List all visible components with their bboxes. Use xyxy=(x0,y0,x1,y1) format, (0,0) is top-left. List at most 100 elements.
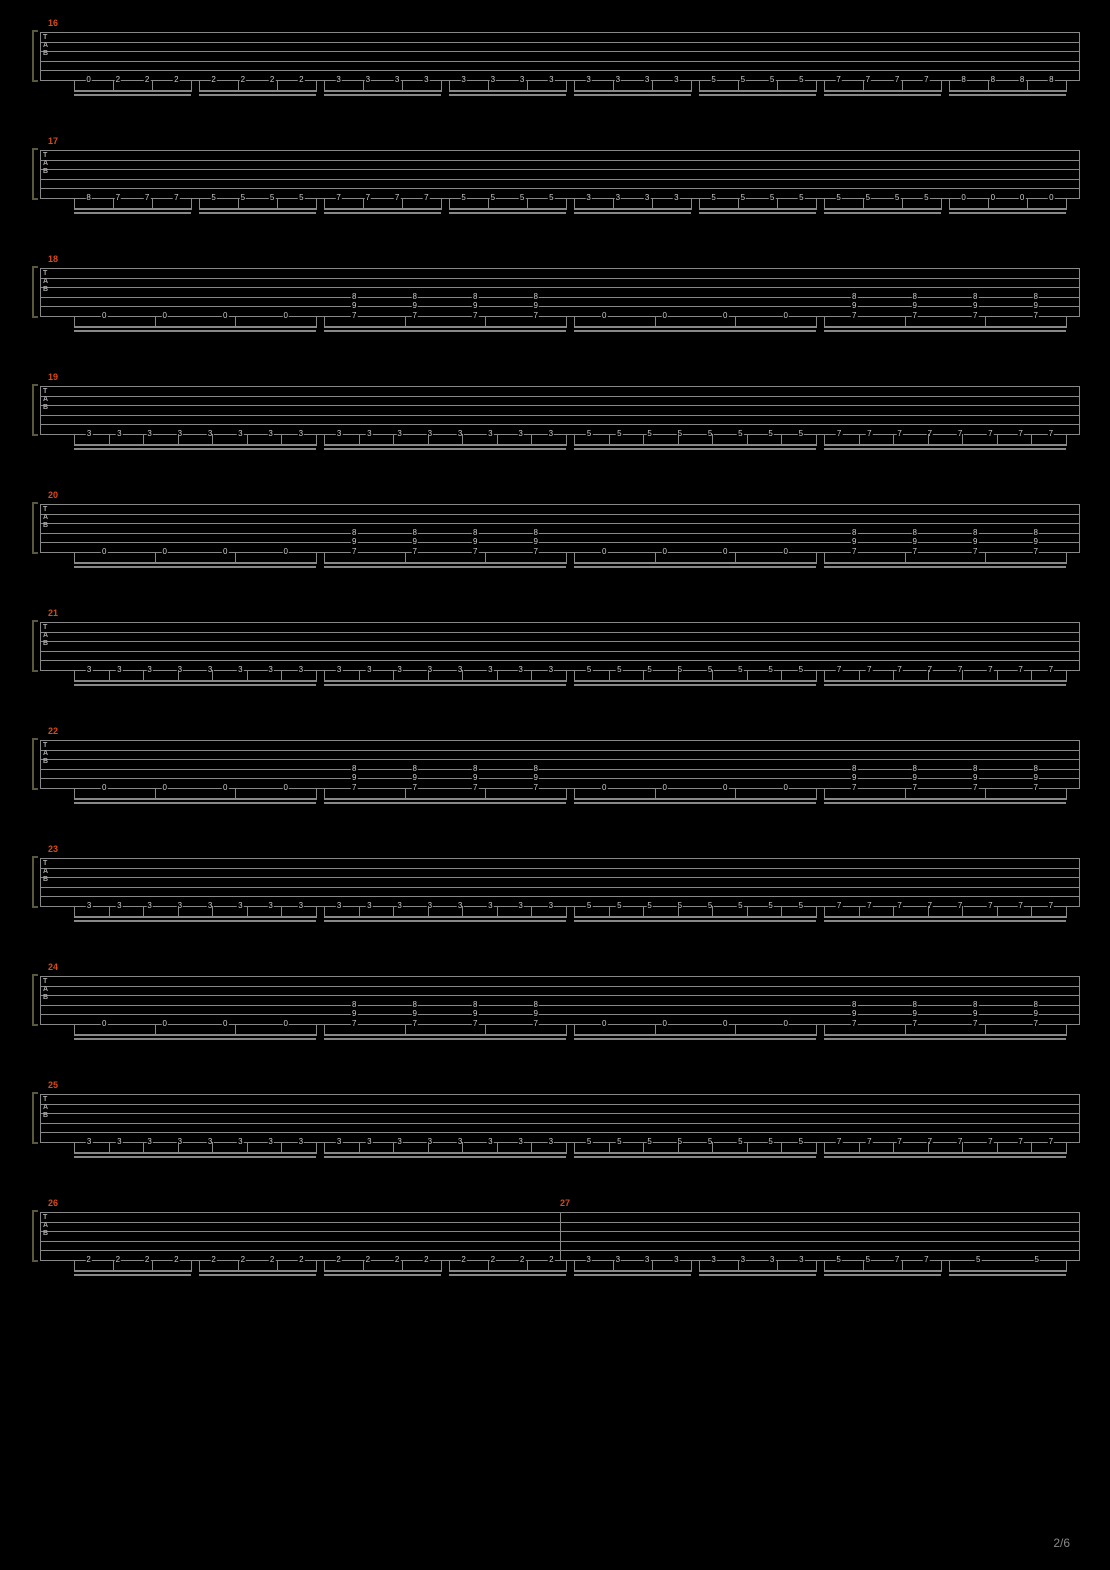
fret-number: 3 xyxy=(267,1138,273,1146)
beam-group xyxy=(824,556,1066,576)
note-column: 3 xyxy=(584,1212,594,1260)
beam-group xyxy=(324,438,566,458)
note-column: 3 xyxy=(459,32,469,80)
page-number: 2/6 xyxy=(1053,1536,1070,1550)
notes-row: 33333333333333335555555577777777 xyxy=(70,858,1070,906)
staff-system: 2627TAB222222222222222233333333557755 xyxy=(40,1200,1080,1290)
fret-number: 8 xyxy=(990,76,996,84)
fret-number: 9 xyxy=(472,1010,478,1018)
note-column: 897 xyxy=(849,268,859,316)
beam-bar xyxy=(574,326,816,328)
beam-bar xyxy=(824,684,1066,686)
beam-bar xyxy=(574,802,816,804)
beams-row xyxy=(70,84,1070,104)
note-column: 5 xyxy=(834,1212,844,1260)
fret-number: 3 xyxy=(267,430,273,438)
fret-number: 3 xyxy=(585,76,591,84)
note-column: 3 xyxy=(175,386,185,434)
note-column: 3 xyxy=(796,1212,806,1260)
beam-group xyxy=(574,438,816,458)
note-column: 897 xyxy=(970,504,980,552)
fret-number: 5 xyxy=(616,1138,622,1146)
note-column: 8 xyxy=(1017,32,1027,80)
fret-number: 7 xyxy=(835,76,841,84)
note-group: 3333 xyxy=(699,1212,816,1260)
note-column: 897 xyxy=(970,740,980,788)
note-column: 897 xyxy=(910,504,920,552)
fret-number: 7 xyxy=(972,312,978,320)
fret-number: 2 xyxy=(490,1256,496,1264)
note-column: 7 xyxy=(892,1212,902,1260)
beam-bar xyxy=(74,448,316,450)
beam-bar xyxy=(324,208,441,210)
note-column: 5 xyxy=(766,1094,776,1142)
fret-number: 5 xyxy=(975,1256,981,1264)
note-column: 2 xyxy=(238,1212,248,1260)
note-group: 2222 xyxy=(74,1212,191,1260)
note-column: 7 xyxy=(895,858,905,906)
fret-number: 8 xyxy=(351,529,357,537)
staff-line xyxy=(40,670,1080,671)
note-column: 7 xyxy=(1046,386,1056,434)
fret-number: 0 xyxy=(662,1020,668,1028)
measure-number: 25 xyxy=(48,1080,58,1090)
beam-bar xyxy=(824,330,1066,332)
note-column: 2 xyxy=(142,32,152,80)
fret-number: 9 xyxy=(412,1010,418,1018)
beam-stem xyxy=(316,1142,317,1154)
fret-number: 5 xyxy=(923,194,929,202)
note-column: 8 xyxy=(959,32,969,80)
note-column: 3 xyxy=(671,1212,681,1260)
note-column: 897 xyxy=(349,268,359,316)
beam-stem xyxy=(1066,906,1067,918)
beam-group xyxy=(824,1264,941,1284)
beam-bar xyxy=(824,802,1066,804)
fret-number: 8 xyxy=(1048,76,1054,84)
note-column: 3 xyxy=(235,1094,245,1142)
beam-bar xyxy=(324,1034,566,1036)
note-column: 0 xyxy=(220,268,230,316)
fret-number: 5 xyxy=(646,430,652,438)
note-column: 2 xyxy=(517,1212,527,1260)
notes-row: 222222222222222233333333557755 xyxy=(70,1212,1070,1260)
beam-stem xyxy=(566,906,567,918)
beam-stem xyxy=(1066,1260,1067,1272)
fret-number: 8 xyxy=(412,529,418,537)
beam-bar xyxy=(449,212,566,214)
beam-stem xyxy=(566,788,567,800)
fret-number: 0 xyxy=(101,784,107,792)
note-column: 0 xyxy=(988,150,998,198)
note-column: 3 xyxy=(296,858,306,906)
fret-number: 8 xyxy=(351,1001,357,1009)
note-group: 77777777 xyxy=(824,1094,1066,1142)
note-column: 897 xyxy=(470,976,480,1024)
note-column: 3 xyxy=(455,386,465,434)
fret-number: 9 xyxy=(972,538,978,546)
beam-bar xyxy=(574,798,816,800)
beam-stem xyxy=(316,1024,317,1036)
fret-number: 0 xyxy=(601,1020,607,1028)
fret-number: 3 xyxy=(740,1256,746,1264)
note-column: 2 xyxy=(296,32,306,80)
fret-number: 8 xyxy=(351,765,357,773)
fret-number: 5 xyxy=(798,194,804,202)
note-column: 0 xyxy=(281,268,291,316)
note-column: 5 xyxy=(675,858,685,906)
beam-bar xyxy=(74,562,316,564)
fret-number: 3 xyxy=(146,902,152,910)
beam-bar xyxy=(449,90,566,92)
note-column: 2 xyxy=(171,1212,181,1260)
fret-number: 7 xyxy=(836,430,842,438)
note-group: 33333333 xyxy=(74,858,316,906)
fret-number: 2 xyxy=(240,76,246,84)
note-column: 897 xyxy=(349,504,359,552)
beam-group xyxy=(824,320,1066,340)
fret-number: 5 xyxy=(767,902,773,910)
fret-number: 7 xyxy=(423,194,429,202)
beam-bar xyxy=(574,1038,816,1040)
beam-bar xyxy=(74,212,191,214)
note-column: 5 xyxy=(675,386,685,434)
fret-number: 7 xyxy=(894,76,900,84)
note-column: 5 xyxy=(267,150,277,198)
note-group: 5555 xyxy=(699,150,816,198)
